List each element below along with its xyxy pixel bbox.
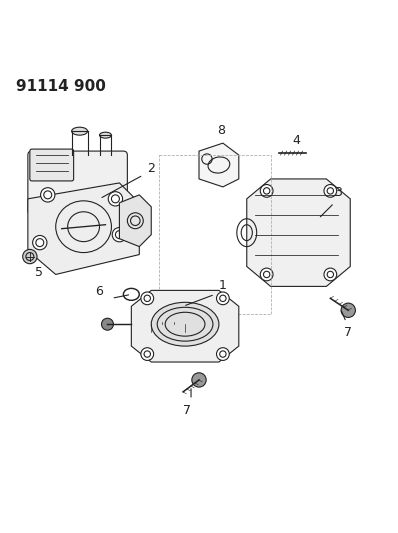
Circle shape: [192, 373, 206, 387]
Circle shape: [112, 228, 127, 242]
Circle shape: [324, 268, 337, 281]
Text: 7: 7: [183, 404, 191, 417]
Circle shape: [141, 348, 154, 360]
Text: 8: 8: [217, 124, 225, 137]
Polygon shape: [247, 179, 350, 286]
Circle shape: [33, 236, 47, 250]
Circle shape: [217, 292, 229, 305]
Circle shape: [41, 188, 55, 202]
Text: 91114 900: 91114 900: [16, 79, 106, 94]
Circle shape: [108, 192, 123, 206]
Text: 4: 4: [293, 134, 300, 147]
FancyBboxPatch shape: [28, 151, 127, 215]
Circle shape: [341, 303, 355, 318]
Polygon shape: [131, 290, 239, 362]
Polygon shape: [28, 183, 139, 274]
Text: 2: 2: [147, 162, 155, 175]
Ellipse shape: [100, 132, 111, 138]
Ellipse shape: [72, 127, 88, 135]
FancyBboxPatch shape: [30, 149, 74, 181]
Polygon shape: [119, 195, 151, 247]
Text: 1: 1: [219, 279, 227, 293]
Polygon shape: [199, 143, 239, 187]
Circle shape: [23, 249, 37, 264]
Text: 6: 6: [96, 285, 103, 298]
Circle shape: [260, 268, 273, 281]
Text: 3: 3: [334, 186, 342, 199]
Circle shape: [260, 184, 273, 197]
Circle shape: [101, 318, 113, 330]
Circle shape: [324, 184, 337, 197]
Text: 5: 5: [35, 266, 43, 279]
Circle shape: [217, 348, 229, 360]
Text: 7: 7: [344, 326, 352, 339]
Ellipse shape: [151, 302, 219, 346]
Circle shape: [141, 292, 154, 305]
